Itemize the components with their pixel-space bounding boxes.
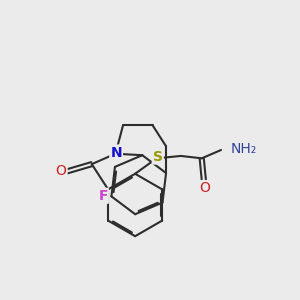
Text: O: O [56, 164, 67, 178]
Text: O: O [199, 181, 210, 195]
Text: NH₂: NH₂ [230, 142, 257, 155]
Text: S: S [153, 149, 163, 164]
Text: F: F [98, 189, 108, 203]
Text: N: N [110, 146, 122, 160]
